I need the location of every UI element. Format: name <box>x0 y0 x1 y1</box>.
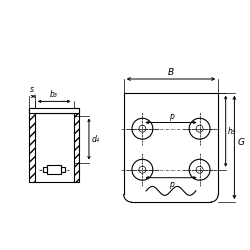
Bar <box>43 167 47 172</box>
Bar <box>47 165 61 174</box>
Bar <box>74 108 79 182</box>
Text: b₃: b₃ <box>50 90 58 100</box>
Text: s: s <box>30 86 34 94</box>
Bar <box>29 108 35 182</box>
Text: p: p <box>168 112 173 120</box>
Bar <box>61 167 66 172</box>
Text: d₄: d₄ <box>92 134 99 143</box>
Text: G: G <box>237 138 244 147</box>
Text: h₅: h₅ <box>228 127 236 136</box>
Text: p: p <box>168 180 173 189</box>
Text: B: B <box>168 68 174 76</box>
Bar <box>29 108 79 113</box>
